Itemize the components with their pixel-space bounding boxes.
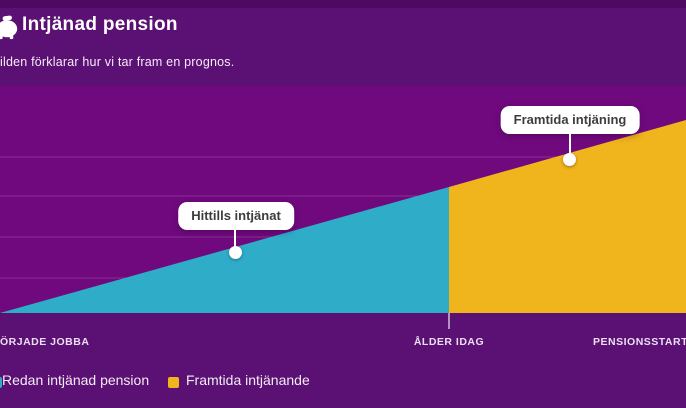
x-axis-label-career-start: ÖRJADE JOBBA [0, 336, 90, 348]
legend-swatch-earned [0, 377, 2, 388]
callout-earned-so-far[interactable]: Hittills intjänat [178, 202, 294, 230]
page-title: Intjänad pension [22, 14, 178, 35]
future-pension-area [449, 120, 686, 313]
legend-item-future: Framtida intjänande [186, 372, 310, 388]
x-axis-label-pension-start: PENSIONSSTART [593, 336, 686, 348]
callout-anchor-dot[interactable] [229, 246, 242, 259]
age-today-tick [448, 313, 450, 329]
callout-anchor-dot[interactable] [563, 153, 576, 166]
x-axis-label-age-today: ÅLDER IDAG [413, 336, 485, 348]
legend-item-earned: Redan intjänad pension [2, 372, 150, 388]
piggy-bank-icon [0, 13, 20, 40]
callout-connector [569, 133, 571, 154]
callout-future-earning[interactable]: Framtida intjäning [500, 106, 640, 134]
earned-pension-area [0, 187, 449, 313]
legend-swatch-future [168, 377, 179, 388]
callout-connector [234, 229, 236, 247]
top-edge-strip [0, 0, 686, 8]
page-subtitle: ilden förklarar hur vi tar fram en progn… [0, 55, 235, 69]
